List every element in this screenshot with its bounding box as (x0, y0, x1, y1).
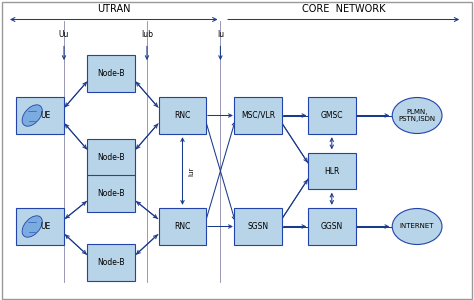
FancyBboxPatch shape (87, 175, 136, 212)
FancyBboxPatch shape (308, 97, 356, 134)
Text: Node-B: Node-B (98, 69, 125, 78)
FancyBboxPatch shape (87, 244, 136, 281)
FancyBboxPatch shape (158, 208, 206, 245)
Text: Iub: Iub (141, 30, 153, 39)
Text: Node-B: Node-B (98, 189, 125, 198)
Text: UE: UE (41, 111, 51, 120)
Text: Iu: Iu (217, 30, 224, 39)
FancyBboxPatch shape (87, 55, 136, 92)
FancyBboxPatch shape (234, 208, 282, 245)
Ellipse shape (22, 216, 42, 237)
Text: CORE  NETWORK: CORE NETWORK (302, 4, 385, 14)
Text: SGSN: SGSN (248, 222, 269, 231)
Text: GGSN: GGSN (321, 222, 343, 231)
Text: Node-B: Node-B (98, 153, 125, 162)
Text: UE: UE (41, 222, 51, 231)
Text: RNC: RNC (174, 111, 191, 120)
Ellipse shape (392, 98, 442, 134)
FancyBboxPatch shape (87, 139, 136, 176)
FancyBboxPatch shape (16, 208, 64, 245)
Text: Uu: Uu (59, 30, 69, 39)
FancyBboxPatch shape (308, 153, 356, 189)
Text: HLR: HLR (324, 167, 339, 176)
Text: INTERNET: INTERNET (400, 224, 434, 230)
FancyBboxPatch shape (2, 2, 472, 298)
Text: RNC: RNC (174, 222, 191, 231)
Text: UTRAN: UTRAN (97, 4, 130, 14)
Text: Node-B: Node-B (98, 258, 125, 267)
Text: Iur: Iur (189, 166, 195, 176)
Text: PLMN,
PSTN,ISDN: PLMN, PSTN,ISDN (399, 109, 436, 122)
Ellipse shape (392, 208, 442, 244)
FancyBboxPatch shape (16, 97, 64, 134)
Text: GMSC: GMSC (320, 111, 343, 120)
Ellipse shape (22, 105, 42, 126)
FancyBboxPatch shape (308, 208, 356, 245)
Text: MSC/VLR: MSC/VLR (241, 111, 275, 120)
FancyBboxPatch shape (158, 97, 206, 134)
FancyBboxPatch shape (234, 97, 282, 134)
